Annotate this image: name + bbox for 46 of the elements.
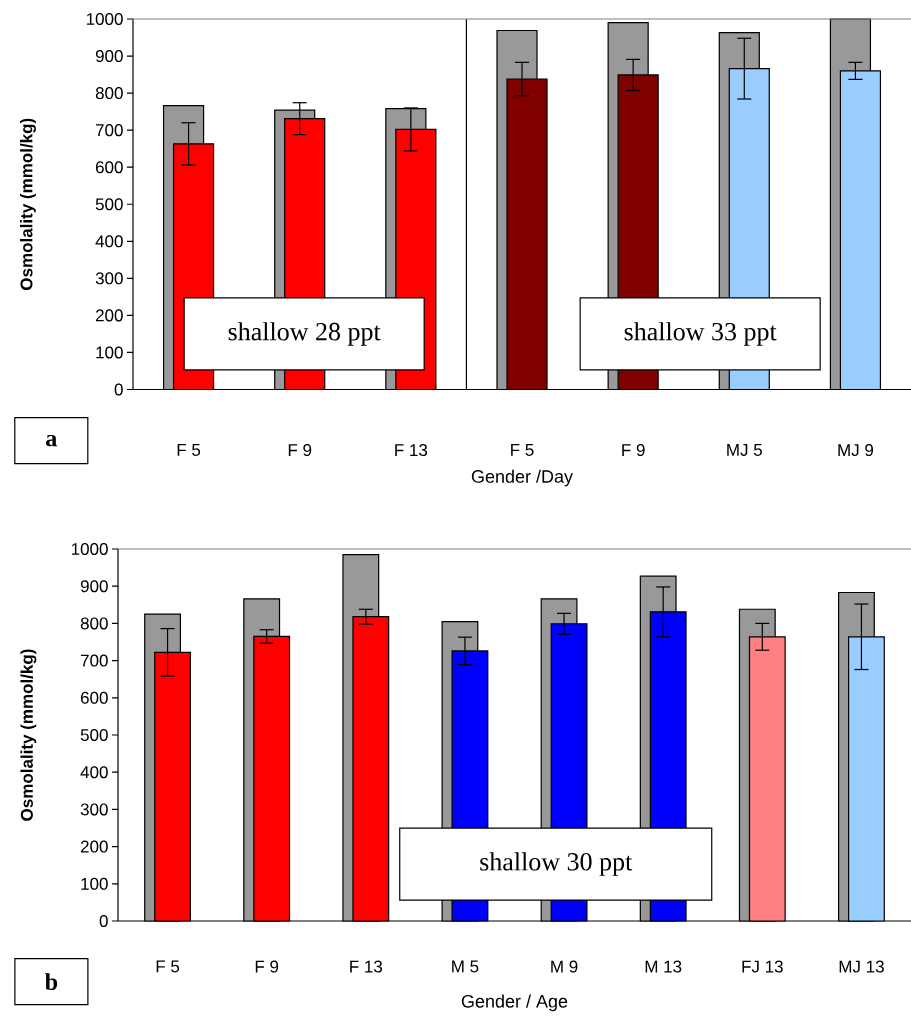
x-tick-label: F 5 bbox=[156, 960, 180, 973]
y-tick-label: 700 bbox=[95, 124, 123, 137]
y-axis-title: Osmolality (mmol/kg) bbox=[20, 118, 36, 290]
y-tick-label: 600 bbox=[95, 161, 123, 174]
x-tick-label: F 9 bbox=[622, 444, 645, 457]
y-tick-label: 900 bbox=[95, 50, 123, 63]
x-axis-title: Gender / Age bbox=[461, 994, 568, 1012]
annotation: shallow 30 ppt bbox=[480, 852, 633, 876]
x-tick-label: F 13 bbox=[350, 960, 383, 973]
y-tick-label: 0 bbox=[99, 914, 108, 928]
y-tick-label: 900 bbox=[80, 580, 108, 593]
y-tick-label: 500 bbox=[95, 198, 123, 211]
x-tick-label: F 13 bbox=[395, 444, 428, 457]
x-tick-label: M 5 bbox=[452, 960, 479, 973]
y-tick-label: 100 bbox=[81, 877, 108, 890]
y-tick-label: 300 bbox=[95, 272, 123, 285]
y-tick-label: 200 bbox=[95, 309, 123, 322]
x-tick-label: M 13 bbox=[645, 960, 682, 973]
x-tick-label: F 5 bbox=[511, 444, 534, 456]
annotation: shallow 28 ppt bbox=[228, 322, 381, 346]
y-tick-label: 1000 bbox=[86, 12, 123, 26]
y-tick-label: 600 bbox=[80, 691, 108, 704]
annotation: shallow 33 ppt bbox=[624, 322, 777, 346]
x-tick-label: F 9 bbox=[255, 960, 279, 973]
y-tick-label: 500 bbox=[80, 728, 108, 742]
x-tick-label: MJ 5 bbox=[727, 444, 762, 456]
y-tick-label: 800 bbox=[95, 87, 123, 100]
x-tick-label: MJ 13 bbox=[839, 960, 884, 973]
y-tick-label: 400 bbox=[95, 235, 123, 248]
y-tick-label: 100 bbox=[96, 346, 123, 359]
y-tick-label: 200 bbox=[80, 840, 108, 853]
x-tick-label: F 9 bbox=[288, 444, 312, 457]
x-tick-label: FJ 13 bbox=[742, 960, 783, 973]
y-tick-label: 0 bbox=[114, 383, 123, 396]
x-tick-label: F 5 bbox=[177, 444, 201, 456]
x-tick-label: M 9 bbox=[551, 960, 578, 973]
y-tick-label: 1000 bbox=[71, 542, 108, 556]
x-axis-title: Gender /Day bbox=[471, 469, 573, 487]
y-tick-label: 400 bbox=[80, 766, 108, 779]
text: a bbox=[46, 434, 57, 447]
y-tick-label: 300 bbox=[80, 803, 108, 816]
y-tick-label: 700 bbox=[80, 654, 108, 667]
y-tick-label: 800 bbox=[80, 617, 108, 630]
text: b bbox=[45, 973, 58, 991]
y-axis-title: Osmolality (mmol/kg) bbox=[20, 649, 37, 821]
x-tick-label: MJ 9 bbox=[838, 444, 874, 457]
